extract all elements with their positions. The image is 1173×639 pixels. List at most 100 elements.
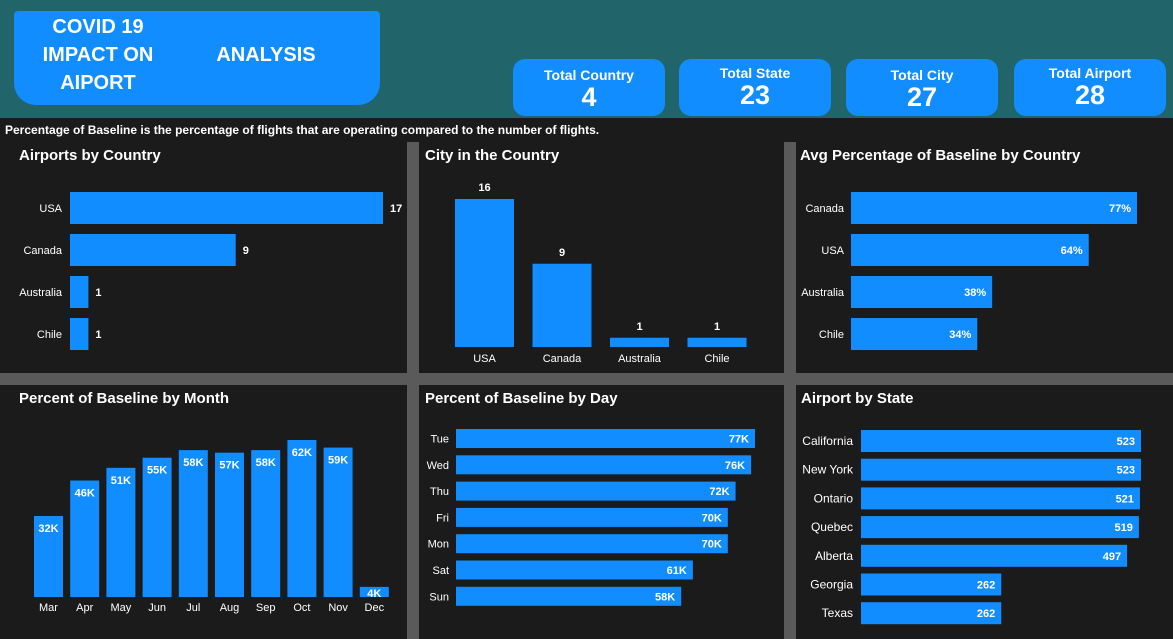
title-line-2: ANALYSIS (216, 44, 316, 66)
bar (851, 234, 1089, 266)
data-label: 9 (559, 247, 565, 259)
chart-title: Avg Percentage of Baseline by Country (800, 147, 1081, 164)
bar (455, 199, 514, 347)
category-label: Chile (37, 329, 62, 341)
data-label: 59K (328, 455, 348, 467)
bar (851, 276, 993, 308)
category-label: Nov (328, 602, 348, 614)
airport-by-state-chart: California 523 New York 523 Ontario 521 Quebec… (802, 430, 1141, 625)
category-label: Texas (822, 606, 853, 620)
avg-baseline-by-country-chart: Canada 77% USA 64% Australia 38% Chile 34% (801, 192, 1137, 350)
data-label: 521 (1116, 493, 1134, 505)
bar (359, 586, 389, 597)
category-label: Dec (365, 602, 385, 614)
category-label: Sep (256, 602, 276, 614)
category-label: Wed (427, 460, 449, 472)
category-label: Chile (819, 329, 844, 341)
data-label: 32K (38, 523, 58, 535)
bar (456, 534, 728, 554)
bar (861, 602, 1002, 625)
chart-title: Airports by Country (19, 147, 161, 164)
bar (851, 192, 1137, 224)
category-label: Oct (293, 602, 310, 614)
bar (70, 276, 89, 308)
baseline-by-month-chart: Mar 32K Apr 46K May 51K Jun 55K Jul 58K Aug 57K Sep 5… (34, 440, 389, 614)
panel-baseline-by-day: Percent of Baseline by Day Tue 77K Wed 76K T… (419, 385, 784, 639)
bar (251, 450, 281, 597)
bar (456, 455, 752, 475)
data-label: 1 (95, 287, 101, 299)
data-label: 77K (729, 434, 749, 446)
bar (70, 234, 236, 266)
bar (287, 440, 317, 597)
data-label: 34% (949, 329, 971, 341)
chart-title: Percent of Baseline by Day (425, 390, 618, 407)
data-label: 51K (111, 475, 131, 487)
bar (456, 586, 682, 606)
category-label: USA (821, 245, 844, 257)
kpi-label: Total Airport (1048, 65, 1132, 81)
header-banner: COVID 19 IMPACT ON AIPORT ANALYSIS Total… (0, 0, 1173, 118)
data-label: 57K (219, 460, 239, 472)
data-label: 58K (655, 591, 675, 603)
category-label: Jun (148, 602, 166, 614)
bar (70, 480, 100, 597)
kpi-total-city: Total City 27 (846, 59, 998, 116)
panel-city-in-country: City in the Country USA 16 Canada 9 Australi… (419, 142, 784, 373)
category-label: Canada (543, 353, 582, 365)
data-label: 64% (1061, 245, 1083, 257)
kpi-value: 27 (906, 82, 938, 112)
kpi-value: 28 (1074, 80, 1106, 110)
data-label: 1 (714, 321, 720, 333)
panel-avg-baseline-by-country: Avg Percentage of Baseline by Country Ca… (796, 142, 1173, 373)
data-label: 16 (478, 182, 490, 194)
bar (861, 430, 1141, 452)
data-label: 58K (183, 457, 203, 469)
category-label: Sat (432, 565, 449, 577)
category-label: Quebec (811, 520, 853, 534)
category-label: Canada (23, 245, 62, 257)
bar (532, 263, 592, 347)
kpi-value: 23 (739, 80, 771, 110)
category-label: Georgia (810, 578, 853, 592)
bar (323, 447, 353, 597)
data-label: 77% (1109, 203, 1131, 215)
bar (456, 560, 693, 580)
category-label: Thu (430, 486, 449, 498)
category-label: Australia (19, 287, 63, 299)
category-label: Apr (76, 602, 93, 614)
data-label: 62K (292, 447, 312, 459)
category-label: Fri (436, 512, 449, 524)
category-label: California (802, 434, 853, 448)
bar (610, 337, 669, 347)
panel-airports-by-country: Airports by Country USA 17 Canada 9 Australi… (0, 142, 407, 373)
chart-title: Airport by State (801, 390, 914, 407)
bar (456, 507, 728, 527)
panel-airport-by-state: Airport by State California 523 New York 52… (796, 385, 1173, 639)
category-label: USA (473, 353, 496, 365)
data-label: 262 (977, 580, 995, 592)
dashboard-title: COVID 19 IMPACT ON AIPORT ANALYSIS (14, 11, 380, 105)
category-label: New York (802, 463, 854, 477)
bar (861, 458, 1141, 481)
data-label: 70K (702, 539, 722, 551)
kpi-value: 4 (581, 82, 597, 112)
bar (861, 487, 1140, 510)
category-label: Chile (704, 353, 729, 365)
city-in-country-chart: USA 16 Canada 9 Australia 1 Chile 1 (455, 182, 747, 365)
kpi-total-country: Total Country 4 (513, 59, 665, 116)
data-label: 70K (702, 512, 722, 524)
bar (178, 450, 208, 597)
data-label: 46K (75, 488, 95, 500)
bar (861, 544, 1128, 567)
data-label: 72K (709, 486, 729, 498)
category-label: Australia (801, 287, 845, 299)
airports-by-country-chart: USA 17 Canada 9 Australia 1 Chile 1 (19, 192, 402, 350)
bar (215, 452, 244, 597)
bar (70, 318, 89, 350)
category-label: Mar (39, 602, 58, 614)
bar (34, 515, 63, 597)
category-label: Jul (186, 602, 200, 614)
chart-title: Percent of Baseline by Month (19, 390, 230, 407)
kpi-label: Total City (890, 67, 954, 83)
